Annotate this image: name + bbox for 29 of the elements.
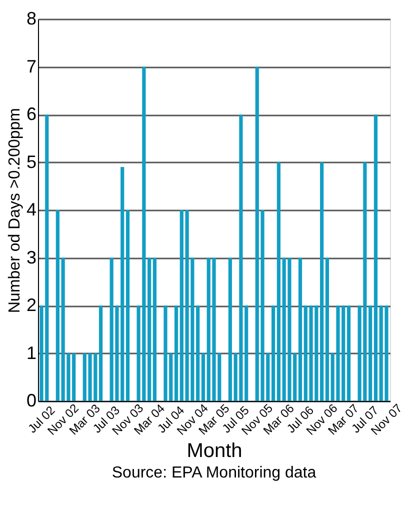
bar	[201, 353, 206, 401]
bar	[148, 258, 152, 401]
bar	[99, 306, 103, 401]
bar	[271, 306, 276, 401]
bar	[152, 258, 157, 401]
bar	[228, 258, 232, 401]
y-tick-label: 7	[26, 56, 36, 76]
bar	[298, 258, 302, 401]
y-tick-label: 2	[26, 295, 36, 315]
bar	[368, 306, 372, 401]
y-tick-label: 6	[26, 104, 36, 124]
bar	[174, 306, 178, 401]
bar	[346, 306, 351, 401]
y-tick-label: 5	[26, 152, 36, 172]
bar	[56, 210, 60, 401]
y-tick-label: 0	[26, 390, 36, 410]
y-tick-label: 3	[26, 247, 36, 268]
source-note: Source: EPA Monitoring data	[112, 464, 316, 482]
x-axis-title: Month	[186, 440, 242, 462]
bar	[126, 210, 130, 401]
y-tick-label: 1	[26, 342, 36, 363]
bar	[374, 114, 378, 401]
y-tick-label: 8	[26, 8, 36, 28]
bar	[320, 162, 324, 401]
bar	[196, 306, 200, 401]
y-tick-label: 4	[26, 200, 36, 220]
y-axis-title: Number od Days >0.200ppm	[6, 108, 24, 313]
bar	[276, 162, 280, 401]
bar	[325, 258, 329, 401]
